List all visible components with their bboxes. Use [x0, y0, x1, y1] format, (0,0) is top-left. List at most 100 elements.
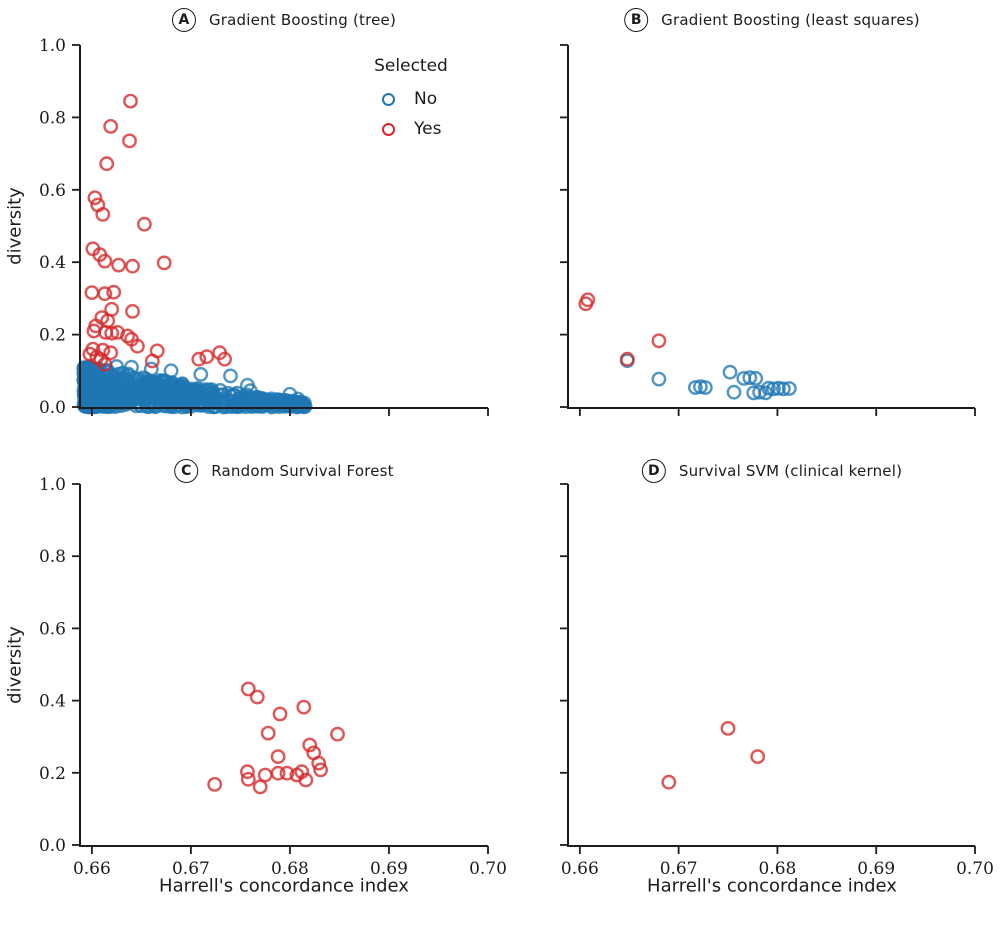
- panel-D-plot: 0.66 0.67 0.68 0.69 0.70: [560, 483, 994, 879]
- data-point-yes: [106, 284, 122, 300]
- x-tick-label: 0.68: [271, 859, 309, 879]
- x-tick-label: 0.66: [561, 859, 599, 879]
- data-point-yes: [272, 706, 288, 722]
- data-point-no: [651, 371, 667, 387]
- data-point-no: [139, 376, 155, 392]
- data-point-yes: [239, 764, 255, 780]
- data-point-yes: [260, 725, 276, 741]
- legend: Selected No Yes: [352, 56, 470, 144]
- data-point-no: [234, 397, 250, 413]
- legend-label-no: No: [414, 89, 438, 109]
- data-point-yes: [313, 762, 328, 778]
- legend-title: Selected: [374, 56, 448, 76]
- data-point-yes: [95, 206, 111, 222]
- panel-C-points: [207, 681, 345, 795]
- data-point-no: [124, 359, 139, 375]
- data-point-no: [752, 384, 767, 400]
- y-tick-label: 0.0: [39, 398, 66, 418]
- data-point-yes: [122, 133, 137, 149]
- legend-item-yes: Yes: [352, 114, 470, 144]
- data-point-no: [742, 370, 758, 386]
- data-point-yes: [125, 303, 140, 319]
- panel-A-points: [76, 93, 313, 415]
- data-point-yes: [144, 353, 160, 369]
- data-point-yes: [580, 292, 596, 308]
- y-axis-label-top: diversity: [4, 187, 26, 265]
- x-axis-label-right: Harrell's concordance index: [647, 875, 897, 897]
- data-point-no: [136, 385, 152, 401]
- data-point-yes: [123, 93, 138, 109]
- axis-spines: [79, 45, 488, 409]
- legend-marker-no-icon: [382, 92, 395, 106]
- y-tick-label: 1.0: [39, 475, 66, 495]
- data-point-yes: [296, 699, 312, 715]
- x-axis-label-left: Harrell's concordance index: [159, 875, 409, 897]
- data-point-yes: [207, 777, 223, 792]
- panel-C-plot: 0.66 0.67 0.68 0.69 0.70 0.0 0.2 0.4 0.6 0.8 1.0: [39, 475, 507, 879]
- data-point-yes: [279, 765, 295, 781]
- data-point-yes: [103, 345, 119, 361]
- data-point-no: [176, 396, 192, 412]
- x-tick-label: 0.68: [758, 859, 796, 879]
- data-point-yes: [257, 767, 273, 783]
- y-tick-label: 0.8: [39, 547, 66, 567]
- panel-a-letter-badge: A: [171, 8, 196, 32]
- data-point-no: [242, 383, 258, 399]
- data-point-yes: [302, 737, 318, 753]
- legend-label-yes: Yes: [414, 119, 442, 139]
- data-point-yes: [87, 190, 103, 206]
- panel-c-title: C Random Survival Forest: [174, 459, 394, 483]
- data-point-no: [223, 368, 238, 384]
- data-point-no: [748, 370, 764, 386]
- data-point-yes: [311, 755, 327, 771]
- y-tick-label: 0.2: [39, 764, 66, 784]
- y-tick-label: 0.8: [39, 108, 66, 128]
- panel-c-title-text: Random Survival Forest: [211, 462, 394, 480]
- data-point-yes: [240, 771, 256, 787]
- data-point-no: [87, 396, 103, 412]
- panel-b-title-text: Gradient Boosting (least squares): [661, 11, 920, 29]
- data-point-no: [155, 390, 171, 406]
- panel-b-title: B Gradient Boosting (least squares): [624, 8, 920, 32]
- panel-a-title: A Gradient Boosting (tree): [171, 8, 396, 32]
- data-point-yes: [120, 328, 135, 344]
- data-point-no: [290, 391, 306, 407]
- panel-b-letter-badge: B: [624, 8, 649, 32]
- data-point-no: [163, 363, 179, 379]
- data-point-no: [139, 391, 155, 407]
- data-point-yes: [651, 333, 667, 349]
- panel-d-letter-badge: D: [641, 459, 666, 483]
- data-point-yes: [84, 285, 100, 300]
- panel-B-points: [578, 292, 797, 401]
- data-point-yes: [661, 774, 677, 790]
- panel-D-points: [661, 721, 766, 790]
- data-point-yes: [270, 749, 286, 764]
- x-tick-label: 0.70: [469, 859, 507, 879]
- y-tick-label: 0.6: [39, 619, 66, 639]
- data-point-no: [697, 380, 713, 395]
- data-point-yes: [97, 356, 113, 372]
- data-point-no: [165, 377, 181, 393]
- data-point-yes: [294, 764, 310, 780]
- panel-c-letter-badge: C: [174, 459, 199, 483]
- data-point-yes: [156, 255, 172, 271]
- data-point-yes: [125, 258, 140, 274]
- data-point-no: [93, 375, 109, 391]
- data-point-no: [193, 366, 209, 382]
- data-point-yes: [330, 726, 345, 742]
- data-point-yes: [97, 253, 113, 269]
- axis-spines: [567, 45, 975, 409]
- y-tick-label: 1.0: [39, 36, 66, 56]
- x-tick-label: 0.67: [660, 859, 698, 879]
- data-point-no: [143, 361, 159, 377]
- data-point-yes: [270, 765, 286, 781]
- panel-d-title: D Survival SVM (clinical kernel): [641, 459, 902, 483]
- y-tick-label: 0.4: [39, 253, 66, 273]
- data-point-no: [781, 381, 797, 396]
- y-axis-label-bottom: diversity: [4, 626, 26, 704]
- x-tick-label: 0.67: [172, 859, 210, 879]
- y-tick-label: 0.6: [39, 181, 66, 201]
- data-point-yes: [199, 349, 215, 365]
